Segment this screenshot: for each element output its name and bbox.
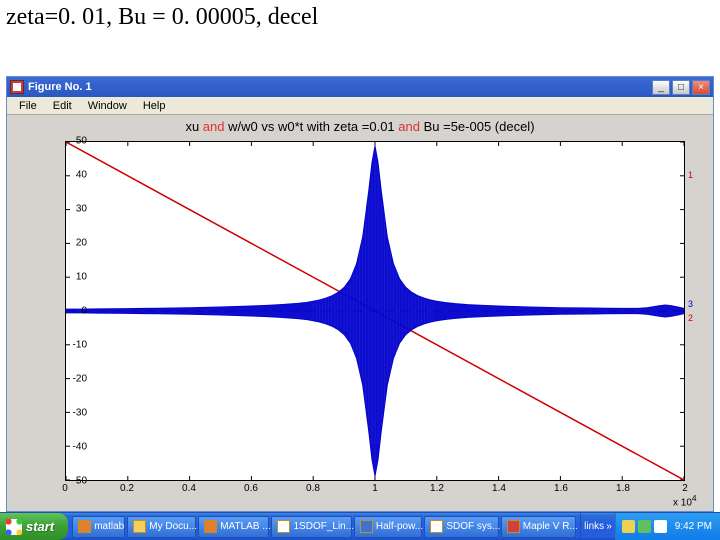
plot-axes[interactable] [65,141,685,481]
app-icon [507,520,520,533]
y-tick-label: -10 [57,340,87,351]
slide-caption: zeta=0. 01, Bu = 0. 00005, decel [6,4,318,31]
x-tick-label: 1 [372,483,378,494]
maximize-button[interactable]: □ [672,80,690,95]
chart-title-seg3: w/w0 vs w0*t with zeta =0.01 [225,119,399,134]
y-tick-label: 50 [57,136,87,147]
figure-icon [10,80,24,94]
close-button[interactable]: × [692,80,710,95]
taskbar-button-label: Maple V R... [523,521,578,532]
chart-title: xu and w/w0 vs w0*t with zeta =0.01 and … [7,119,713,134]
x-tick-label: 1.4 [492,483,506,494]
task-buttons: matlab My Docu... MATLAB ... 1SDOF_Lin... Ha… [68,513,580,540]
tray-icon[interactable] [622,520,635,533]
y-tick-label: -40 [57,442,87,453]
windows-logo-icon [6,519,22,535]
x-tick-label: 1.6 [554,483,568,494]
taskbar-button[interactable]: MATLAB ... [198,516,269,538]
links-label: links [584,521,604,532]
clock: 9:42 PM [675,521,712,532]
links-toolbar[interactable]: links » [580,513,615,540]
x-tick-label: 0 [62,483,68,494]
menu-window[interactable]: Window [80,99,135,113]
x-tick-label: 0.6 [244,483,258,494]
chart-title-seg5: Bu =5e-005 (decel) [420,119,535,134]
taskbar-button[interactable]: My Docu... [127,516,196,538]
menu-bar: File Edit Window Help [7,97,713,115]
taskbar-button-label: MATLAB ... [220,521,270,532]
app-icon [133,520,146,533]
system-tray[interactable]: 9:42 PM [615,513,720,540]
series-label: 3 [688,299,693,309]
taskbar-button[interactable]: SDOF sys... [424,516,498,538]
y-tick-label: 10 [57,272,87,283]
series-label: 1 [688,170,693,180]
x-tick-label: 1.8 [616,483,630,494]
start-button[interactable]: start [0,513,68,540]
chart-title-seg2: and [203,119,225,134]
taskbar-button[interactable]: Half-pow... [354,516,422,538]
app-icon [204,520,217,533]
plot-svg [66,142,684,480]
series-label: 2 [688,313,693,323]
app-icon [78,520,91,533]
taskbar-button-label: My Docu... [149,521,197,532]
window-title: Figure No. 1 [28,81,650,93]
taskbar: start matlab My Docu... MATLAB ... 1SDOF_Li… [0,512,720,540]
tray-icon[interactable] [638,520,651,533]
y-tick-label: 20 [57,238,87,249]
taskbar-button-label: 1SDOF_Lin... [293,521,354,532]
figure-window: Figure No. 1 _ □ × File Edit Window Help… [6,76,714,512]
taskbar-button-label: Half-pow... [376,521,423,532]
menu-edit[interactable]: Edit [45,99,80,113]
app-icon [360,520,373,533]
taskbar-button-label: SDOF sys... [446,521,500,532]
app-icon [430,520,443,533]
y-tick-label: 30 [57,204,87,215]
minimize-button[interactable]: _ [652,80,670,95]
x-tick-label: 0.4 [182,483,196,494]
chart-title-seg4: and [398,119,420,134]
tray-icon[interactable] [654,520,667,533]
y-tick-label: 0 [57,306,87,317]
taskbar-button[interactable]: Maple V R... [501,516,576,538]
start-label: start [26,519,54,534]
plot-area: xu and w/w0 vs w0*t with zeta =0.01 and … [7,115,713,511]
app-icon [277,520,290,533]
chart-title-seg1: xu [185,119,202,134]
taskbar-button-label: matlab [94,521,124,532]
menu-help[interactable]: Help [135,99,174,113]
y-tick-label: -20 [57,374,87,385]
y-tick-label: -30 [57,408,87,419]
x-tick-label: 0.8 [306,483,320,494]
menu-file[interactable]: File [11,99,45,113]
y-tick-label: 40 [57,170,87,181]
taskbar-button[interactable]: matlab [72,516,125,538]
chevron-icon: » [606,521,612,532]
x-exponent: x 104 [673,493,697,508]
x-tick-label: 0.2 [120,483,134,494]
taskbar-button[interactable]: 1SDOF_Lin... [271,516,351,538]
x-tick-label: 1.2 [430,483,444,494]
window-titlebar: Figure No. 1 _ □ × [7,77,713,97]
